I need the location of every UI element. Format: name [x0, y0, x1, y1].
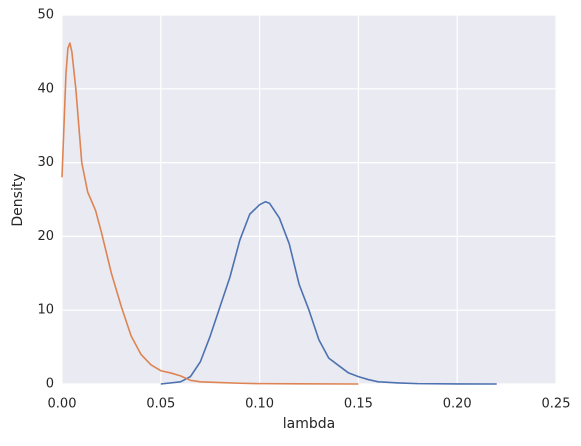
kde-line	[160, 200, 497, 385]
y-tick-label: 30	[37, 155, 54, 170]
x-tick-label: 0.25	[542, 397, 571, 412]
y-tick-label: 40	[37, 81, 54, 96]
x-tick-label: 0.05	[146, 397, 175, 412]
x-tick-label: 0.20	[443, 397, 472, 412]
y-tick-label: 20	[37, 229, 54, 244]
x-tick-label: 0.15	[344, 397, 373, 412]
x-tick-label: 0.10	[245, 397, 274, 412]
y-tick-label: 50	[37, 8, 54, 23]
x-tick-label: 0.00	[48, 397, 77, 412]
kde-line	[61, 42, 359, 385]
y-tick-label: 10	[37, 303, 54, 318]
plot-area	[62, 15, 556, 384]
y-axis-label: Density	[10, 173, 26, 226]
x-axis-label: lambda	[283, 416, 335, 432]
y-tick-label: 0	[46, 377, 54, 392]
